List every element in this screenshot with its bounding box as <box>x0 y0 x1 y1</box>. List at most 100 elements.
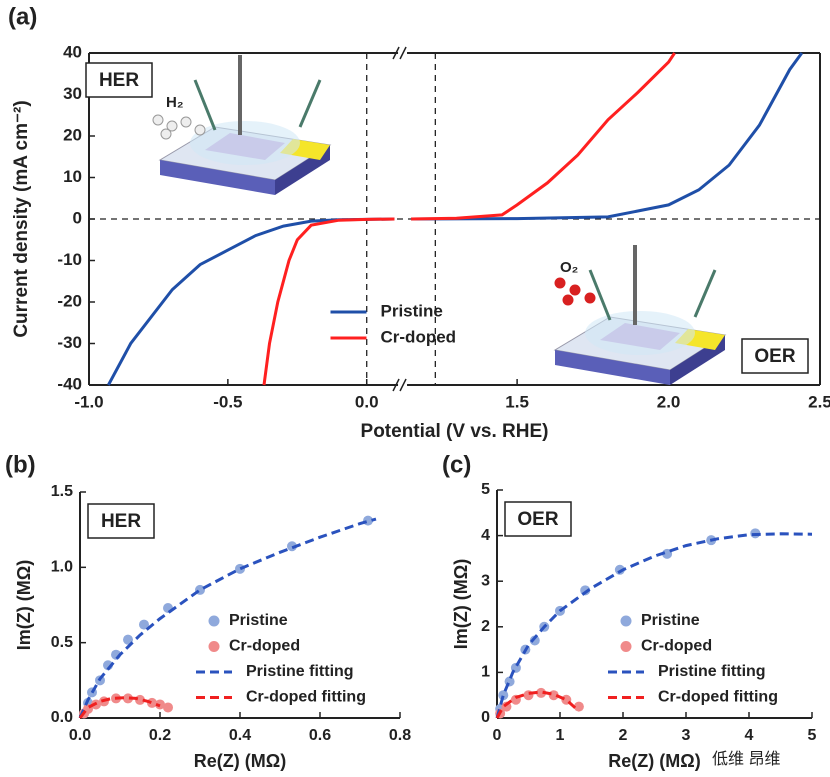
series-line <box>262 52 676 386</box>
y-tick-label: 1.5 <box>51 483 73 500</box>
x-axis-label: Re(Z) (MΩ) <box>194 751 286 771</box>
box-label: OER <box>517 509 558 530</box>
label-box <box>87 503 155 539</box>
y-tick-label: 1 <box>481 664 490 681</box>
droplet <box>190 121 300 165</box>
molecule <box>180 116 192 128</box>
y-tick-label: 20 <box>63 125 82 144</box>
y-axis-label: Im(Z) (MΩ) <box>14 560 34 650</box>
data-point <box>123 693 133 704</box>
y-axis-label: Current density (mA cm⁻²) <box>11 100 32 337</box>
legend-label: Cr-doped fitting <box>658 689 778 706</box>
axis-break <box>392 378 400 392</box>
molecule <box>562 294 574 306</box>
label-box <box>741 338 809 374</box>
y-tick-label: 30 <box>63 84 82 103</box>
molecule <box>194 124 206 136</box>
x-tick-label: 0.8 <box>389 727 411 744</box>
molecule <box>152 114 164 126</box>
legend-label: Pristine fitting <box>246 663 354 680</box>
x-tick-label: 1.5 <box>505 392 529 411</box>
x-tick-label: 0 <box>493 727 502 744</box>
molecule <box>166 120 178 132</box>
droplet <box>585 311 695 355</box>
series-line <box>495 690 580 719</box>
x-tick-label: 0.6 <box>309 727 331 744</box>
y-tick-label: 4 <box>481 527 490 544</box>
data-point <box>614 564 625 575</box>
x-tick-label: 3 <box>682 727 691 744</box>
x-tick-label: 0.2 <box>149 727 171 744</box>
x-tick-label: 4 <box>745 727 754 744</box>
y-tick-label: 1.0 <box>51 559 73 576</box>
label-box <box>85 62 153 98</box>
y-tick-label: -10 <box>57 250 82 269</box>
x-tick-label: 2.5 <box>808 392 830 411</box>
y-tick-label: 40 <box>63 42 82 61</box>
y-tick-label: 0.5 <box>51 634 73 651</box>
x-tick-label: 0.0 <box>69 727 91 744</box>
y-axis-label: Im(Z) (MΩ) <box>451 559 471 649</box>
data-point <box>573 701 584 712</box>
x-axis-label: Re(Z) (MΩ) <box>608 751 700 771</box>
legend-label: Cr-doped <box>641 638 712 655</box>
data-point <box>163 702 173 713</box>
box-label: HER <box>101 511 141 532</box>
molecule <box>569 284 581 296</box>
device-side <box>555 350 670 385</box>
legend-label: Cr-doped fitting <box>246 689 366 706</box>
legend-label: Cr-doped <box>229 638 300 655</box>
legend-label: Pristine <box>641 612 700 629</box>
axis-break <box>392 46 400 60</box>
watermark: 低维 昂维 <box>712 750 780 768</box>
y-tick-label: -20 <box>57 291 82 310</box>
legend-marker <box>208 615 220 627</box>
molecule <box>584 292 596 304</box>
x-tick-label: 2 <box>619 727 628 744</box>
data-point <box>139 619 149 630</box>
y-tick-label: 2 <box>481 618 490 635</box>
x-tick-label: -0.5 <box>213 392 242 411</box>
probe <box>693 269 717 318</box>
box-label: OER <box>754 346 795 367</box>
y-tick-label: 3 <box>481 572 490 589</box>
y-tick-label: 0.0 <box>51 709 73 726</box>
x-axis-label: Potential (V vs. RHE) <box>361 421 549 442</box>
probe <box>298 79 322 128</box>
probe <box>193 79 217 131</box>
panel-label: (a) <box>8 3 37 30</box>
device-side <box>160 160 275 195</box>
axis-break <box>399 46 407 60</box>
data-point <box>363 515 373 526</box>
data-point <box>662 548 673 559</box>
y-tick-label: 0 <box>73 208 82 227</box>
molecule <box>554 277 566 289</box>
series-line <box>78 517 377 719</box>
series-line <box>495 532 813 719</box>
y-tick-label: -30 <box>57 333 82 352</box>
x-tick-label: 0.4 <box>229 727 251 744</box>
legend-marker <box>620 615 632 627</box>
y-tick-label: 10 <box>63 167 82 186</box>
x-tick-label: -1.0 <box>74 392 103 411</box>
molecule <box>160 128 172 140</box>
y-tick-label: -40 <box>57 374 82 393</box>
legend-marker <box>620 641 632 652</box>
legend-marker <box>208 641 220 652</box>
axis-break <box>399 378 407 392</box>
legend-label: Cr-doped <box>381 327 457 346</box>
data-point <box>123 634 133 645</box>
box-label: HER <box>99 70 139 91</box>
label-box <box>504 501 572 537</box>
x-tick-label: 2.0 <box>657 392 681 411</box>
data-point <box>529 635 540 646</box>
x-tick-label: 5 <box>808 727 817 744</box>
x-tick-label: 1 <box>556 727 565 744</box>
product-label: O₂ <box>560 259 578 276</box>
panel-label: (b) <box>5 451 36 478</box>
y-tick-label: 5 <box>481 481 490 498</box>
data-point <box>498 690 509 701</box>
data-point <box>536 687 547 698</box>
